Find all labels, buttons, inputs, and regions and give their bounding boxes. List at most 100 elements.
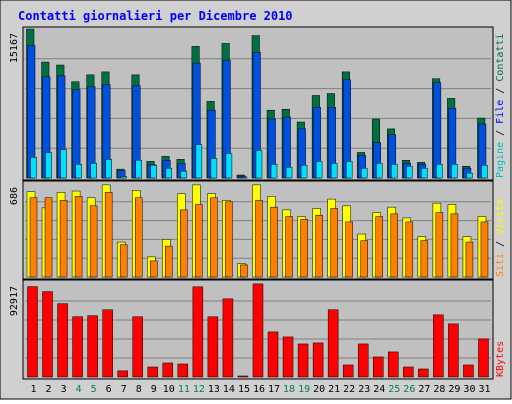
x-tick-label: 2: [46, 384, 52, 395]
bar-kbytes: [418, 368, 429, 378]
bar-siti: [405, 221, 414, 278]
bar-kbytes: [463, 364, 474, 378]
chart-panels: 15167 Pagine / File / Contatti 686 Siti / V…: [9, 26, 506, 380]
x-tick-label: 4: [76, 384, 82, 395]
bar-siti: [435, 212, 444, 278]
x-tick-label: 16: [253, 384, 265, 395]
bar-siti: [285, 216, 293, 278]
bar-siti: [240, 264, 248, 278]
x-tick-label: 1: [31, 384, 37, 395]
bar-kbytes: [222, 298, 234, 378]
panel-2-ymax-label: 686: [9, 187, 20, 205]
x-tick-label: 13: [208, 384, 220, 395]
bar-pagine: [391, 163, 398, 179]
x-tick-label: 27: [418, 384, 430, 395]
bar-kbytes: [357, 343, 369, 378]
bar-kbytes: [327, 309, 339, 378]
bar-kbytes: [448, 323, 459, 378]
bar-kbytes: [177, 363, 189, 378]
panel-1-ymax-label: 15167: [9, 33, 20, 63]
legend-entry: Contatti: [495, 33, 506, 81]
bar-pagine: [240, 176, 248, 179]
bar-kbytes: [237, 375, 249, 378]
bar-kbytes: [252, 283, 264, 378]
bar-siti: [210, 197, 218, 278]
bar-pagine: [481, 164, 488, 179]
legend-entry: KBytes: [495, 341, 506, 377]
bar-pagine: [210, 158, 218, 179]
panel-2-legend: Siti / Visite: [495, 199, 506, 277]
bar-siti: [225, 201, 233, 278]
panel-3-ymax-label: 92917: [9, 286, 20, 316]
bar-siti: [390, 213, 399, 278]
bar-pagine: [270, 163, 278, 179]
bar-pagine: [466, 172, 473, 179]
x-tick-label: 12: [193, 384, 205, 395]
bar-siti: [89, 205, 98, 278]
bar-pagine: [60, 149, 67, 179]
x-tick-label: 3: [61, 384, 67, 395]
bar-kbytes: [282, 336, 294, 378]
bar-siti: [180, 209, 188, 278]
legend-separator: /: [495, 124, 506, 142]
bar-pagine: [436, 163, 443, 179]
bar-pagine: [120, 176, 127, 179]
bar-kbytes: [478, 338, 489, 378]
bar-siti: [300, 219, 308, 278]
legend-entry: Visite: [495, 199, 506, 235]
bar-kbytes: [192, 286, 204, 378]
bar-pagine: [225, 153, 233, 179]
x-tick-label: 18: [283, 384, 295, 395]
bar-kbytes: [162, 362, 174, 378]
bar-kbytes: [147, 366, 159, 378]
bar-pagine: [406, 165, 413, 179]
bar-kbytes: [42, 291, 53, 378]
x-tick-label: 20: [313, 384, 325, 395]
bar-kbytes: [57, 303, 68, 378]
bar-pagine: [451, 163, 458, 179]
bar-pagine: [75, 163, 82, 179]
x-tick-label: 31: [478, 384, 490, 395]
bar-pagine: [90, 163, 97, 179]
bar-pagine: [45, 152, 52, 179]
x-tick-label: 17: [268, 384, 280, 395]
bar-siti: [345, 221, 353, 278]
bar-siti: [375, 216, 383, 278]
x-tick-label: 15: [238, 384, 250, 395]
chart-title: Contatti giornalieri per Dicembre 2010: [18, 9, 293, 23]
panel-3-legend: KBytes: [495, 341, 506, 377]
x-tick-label: 7: [121, 384, 127, 395]
bar-kbytes: [342, 364, 354, 378]
bar-pagine: [360, 167, 368, 179]
x-tick-label: 9: [151, 384, 157, 395]
bar-kbytes: [403, 366, 414, 378]
x-tick-label: 26: [403, 384, 415, 395]
panel-1-legend: Pagine / File / Contatti: [495, 33, 506, 178]
bar-kbytes: [267, 331, 279, 378]
x-tick-label: 19: [298, 384, 310, 395]
bar-kbytes: [27, 286, 38, 378]
bar-kbytes: [312, 342, 324, 378]
bar-siti: [420, 240, 429, 278]
x-tick-label: 25: [388, 384, 400, 395]
bar-siti: [165, 245, 173, 278]
x-tick-label: 28: [433, 384, 445, 395]
bar-pagine: [135, 160, 142, 179]
bar-siti: [44, 197, 53, 278]
x-tick-label: 30: [463, 384, 475, 395]
bar-kbytes: [388, 351, 399, 378]
bar-kbytes: [117, 370, 128, 378]
x-tick-label: 21: [328, 384, 340, 395]
x-tick-label: 29: [448, 384, 460, 395]
bar-kbytes: [102, 309, 113, 378]
bar-kbytes: [372, 356, 384, 378]
x-axis-labels: 1 2 3 4 5 6 7 8 9 10 11 12 13 14 15 16 17 18 19 20 21 22 23 24 2…: [31, 384, 491, 395]
bar-siti: [465, 241, 474, 278]
bar-siti: [134, 197, 143, 278]
legend-separator: /: [495, 235, 506, 253]
x-tick-label: 6: [106, 384, 112, 395]
bar-siti: [480, 221, 489, 278]
bar-pagine: [421, 167, 428, 179]
